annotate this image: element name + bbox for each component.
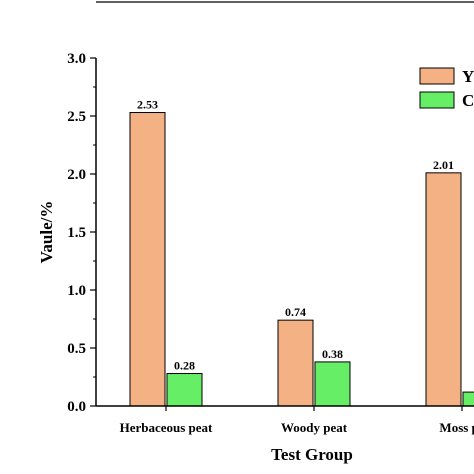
y-ticks-group: 0.0 0.5 1.0 1.5 2.0 2.5 3.0 [67, 51, 96, 415]
bar-y-2 [425, 172, 462, 407]
legend-label-1: C [462, 91, 474, 110]
bar-c-0 [166, 373, 203, 407]
y-tick-label: 3.0 [67, 51, 86, 67]
data-label-0-2: 2.01 [433, 158, 454, 172]
y-tick-label: 0.5 [67, 341, 86, 357]
data-label-0-1: 0.74 [285, 305, 306, 319]
data-labels-group: 2.530.742.010.280.380. [137, 98, 454, 373]
y-tick-label: 2.0 [67, 167, 86, 183]
x-tick-label: Moss pe [439, 420, 474, 435]
x-tick-label: Woody peat [281, 420, 348, 435]
bar-c-2 [462, 391, 474, 407]
data-label-0-0: 2.53 [137, 98, 158, 112]
x-ticks-group: Herbaceous peat Woody peat Moss pe [120, 406, 474, 435]
y-axis-title: Vaule/% [37, 201, 56, 264]
legend-label-0: Y [462, 67, 474, 86]
legend: YC [419, 67, 474, 110]
y-tick-label: 2.5 [67, 109, 86, 125]
bar-c-1 [314, 361, 351, 407]
x-axis-title: Test Group [271, 445, 353, 464]
data-label-1-1: 0.38 [322, 347, 343, 361]
data-label-1-0: 0.28 [174, 359, 195, 373]
x-tick-label: Herbaceous peat [120, 420, 213, 435]
legend-swatch-0 [419, 67, 455, 85]
y-tick-label: 0.0 [67, 399, 86, 415]
y-tick-label: 1.0 [67, 283, 86, 299]
legend-swatch-1 [419, 91, 455, 109]
bar-y-1 [277, 319, 314, 407]
bar-y-0 [129, 112, 166, 407]
y-tick-label: 1.5 [67, 225, 86, 241]
